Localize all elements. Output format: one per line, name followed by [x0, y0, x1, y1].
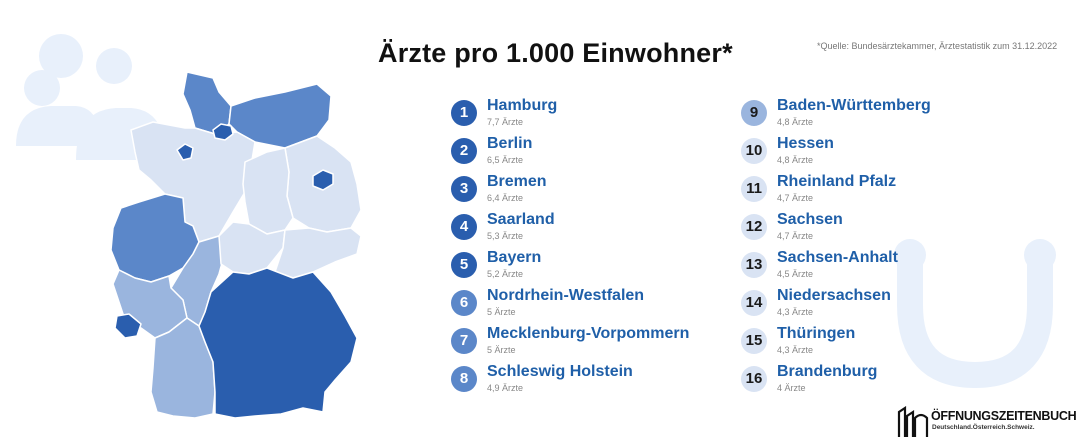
map-region	[114, 313, 142, 339]
rank-number: 9	[741, 100, 767, 126]
rank-number: 12	[741, 214, 767, 240]
state-value: 4,8 Ärzte	[777, 155, 814, 165]
state-name: Bremen	[487, 173, 547, 190]
map-region	[212, 123, 234, 141]
state-name: Mecklenburg-Vorpommern	[487, 325, 690, 342]
rank-item: 10 Hessen 4,8 Ärzte	[741, 135, 1011, 172]
map-region	[242, 147, 294, 235]
state-name: Hessen	[777, 135, 834, 152]
rank-item: 5 Bayern 5,2 Ärzte	[451, 249, 721, 286]
brand-logo: ÖFFNUNGSZEITENBUCH Deutschland.Österreic…	[897, 404, 1087, 438]
chart-title: Ärzte pro 1.000 Einwohner*	[378, 38, 733, 68]
rank-number: 1	[451, 100, 477, 126]
state-name: Sachsen-Anhalt	[777, 249, 898, 266]
state-value: 4,7 Ärzte	[777, 231, 814, 241]
rank-number: 16	[741, 366, 767, 392]
stethoscope-icon	[894, 239, 1056, 389]
state-name: Berlin	[487, 135, 533, 152]
state-value: 4,5 Ärzte	[777, 269, 814, 279]
map-region	[228, 83, 332, 149]
map-region	[150, 317, 216, 419]
rank-item: 12 Sachsen 4,7 Ärzte	[741, 211, 1011, 248]
rank-item: 15 Thüringen 4,3 Ärzte	[741, 325, 1011, 362]
state-value: 4,7 Ärzte	[777, 193, 814, 203]
rank-item: 2 Berlin 6,5 Ärzte	[451, 135, 721, 172]
people-icon	[16, 34, 166, 160]
rank-item: 4 Saarland 5,3 Ärzte	[451, 211, 721, 248]
map-region	[176, 143, 194, 161]
state-name: Baden-Württemberg	[777, 97, 931, 114]
state-value: 5,3 Ärzte	[487, 231, 524, 241]
rank-number: 14	[741, 290, 767, 316]
map-region	[130, 121, 256, 243]
state-name: Hamburg	[487, 97, 558, 114]
state-value: 4,3 Ärzte	[777, 345, 814, 355]
rank-item: 7 Mecklenburg-Vorpommern 5 Ärzte	[451, 325, 721, 362]
logo-subtext: Deutschland.Österreich.Schweiz.	[932, 424, 1035, 431]
rank-number: 8	[451, 366, 477, 392]
state-name: Sachsen	[777, 211, 843, 228]
state-value: 4,8 Ärzte	[777, 117, 814, 127]
rank-number: 10	[741, 138, 767, 164]
rank-item: 16 Brandenburg 4 Ärzte	[741, 363, 1011, 400]
state-name: Bayern	[487, 249, 542, 266]
rank-number: 6	[451, 290, 477, 316]
rank-item: 8 Schleswig Holstein 4,9 Ärzte	[451, 363, 721, 400]
map-region	[312, 169, 334, 191]
state-value: 5 Ärzte	[487, 345, 516, 355]
state-value: 6,5 Ärzte	[487, 155, 524, 165]
rank-item: 11 Rheinland Pfalz 4,7 Ärzte	[741, 173, 1011, 210]
state-value: 4 Ärzte	[777, 383, 806, 393]
rank-item: 6 Nordrhein-Westfalen 5 Ärzte	[451, 287, 721, 324]
rank-number: 13	[741, 252, 767, 278]
state-name: Thüringen	[777, 325, 856, 342]
map-region	[274, 227, 362, 279]
rank-number: 5	[451, 252, 477, 278]
rank-item: 13 Sachsen-Anhalt 4,5 Ärzte	[741, 249, 1011, 286]
rank-number: 2	[451, 138, 477, 164]
state-value: 5 Ärzte	[487, 307, 516, 317]
state-value: 4,9 Ärzte	[487, 383, 524, 393]
map-region	[198, 267, 358, 419]
state-value: 6,4 Ärzte	[487, 193, 524, 203]
rank-number: 15	[741, 328, 767, 354]
rank-item: 9 Baden-Württemberg 4,8 Ärzte	[741, 97, 1011, 134]
state-name: Rheinland Pfalz	[777, 173, 897, 190]
rank-number: 11	[741, 176, 767, 202]
state-name: Schleswig Holstein	[487, 363, 633, 380]
building-logo-icon	[897, 406, 929, 437]
rank-number: 3	[451, 176, 477, 202]
rank-number: 4	[451, 214, 477, 240]
state-name: Niedersachsen	[777, 287, 891, 304]
state-name: Saarland	[487, 211, 555, 228]
rank-item: 14 Niedersachsen 4,3 Ärzte	[741, 287, 1011, 324]
state-name: Nordrhein-Westfalen	[487, 287, 645, 304]
germany-map	[110, 71, 362, 419]
rank-item: 3 Bremen 6,4 Ärzte	[451, 173, 721, 210]
rank-number: 7	[451, 328, 477, 354]
state-value: 4,3 Ärzte	[777, 307, 814, 317]
rank-item: 1 Hamburg 7,7 Ärzte	[451, 97, 721, 134]
source-note: *Quelle: Bundesärztekammer, Ärztestatist…	[817, 41, 1058, 51]
state-value: 5,2 Ärzte	[487, 269, 524, 279]
state-name: Brandenburg	[777, 363, 878, 380]
logo-text: ÖFFNUNGSZEITENBUCH	[931, 409, 1077, 423]
state-value: 7,7 Ärzte	[487, 117, 524, 127]
